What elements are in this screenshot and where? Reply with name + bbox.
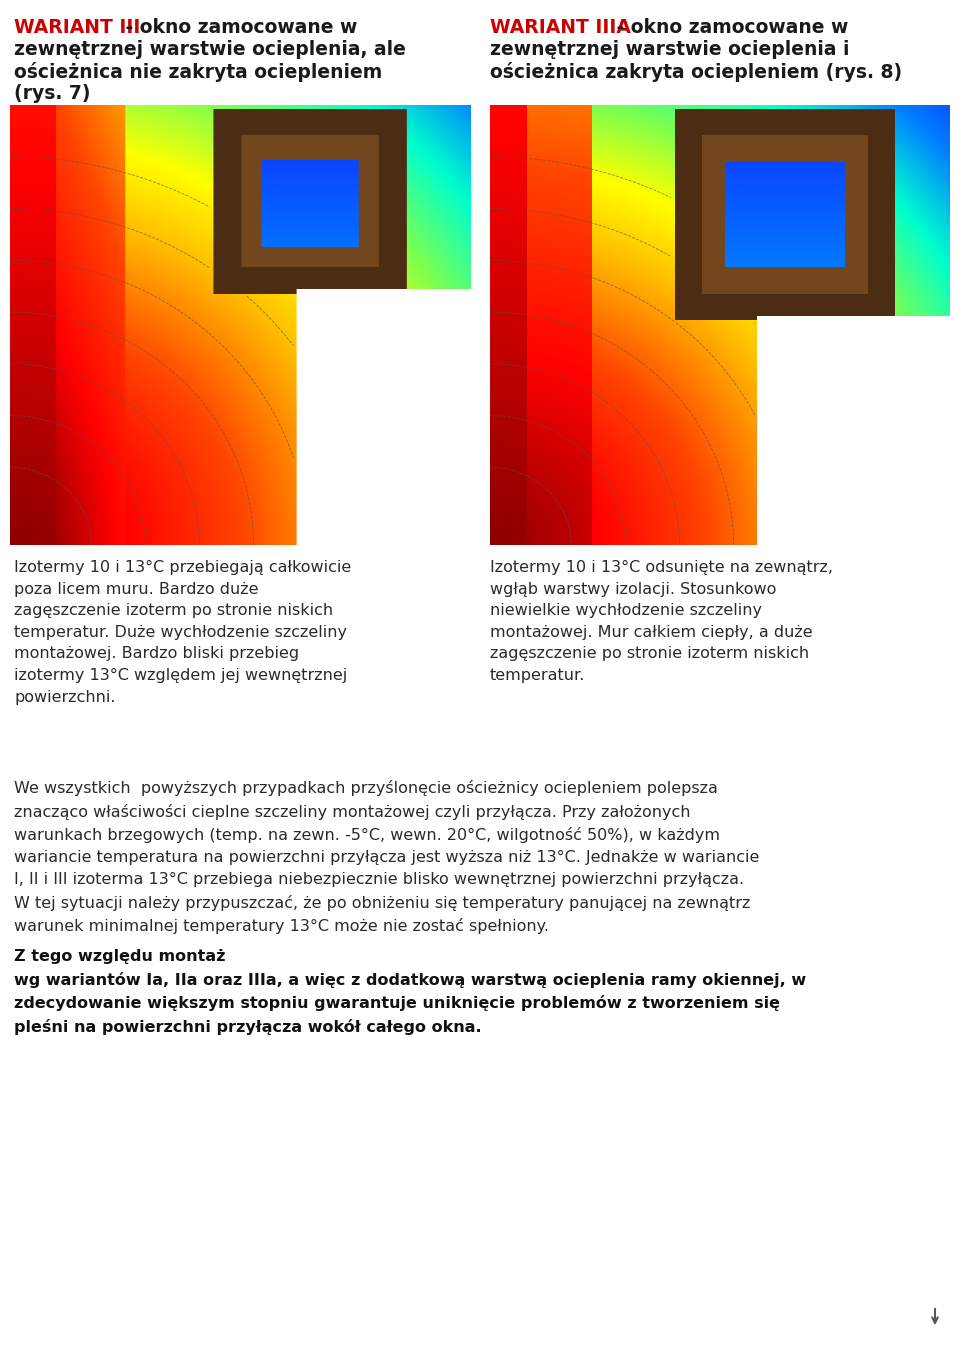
Text: WARIANT IIIA: WARIANT IIIA (490, 18, 631, 36)
Text: - okno zamocowane w: - okno zamocowane w (610, 18, 849, 36)
Text: Izotermy 10 i 13°C odsunięte na zewnątrz,
wgłąb warstwy izolacji. Stosunkowo
nie: Izotermy 10 i 13°C odsunięte na zewnątrz… (490, 559, 833, 683)
Text: We wszystkich  powyższych przypadkach przyślonęcie ościeżnicy ociepleniem poleps: We wszystkich powyższych przypadkach prz… (14, 780, 759, 934)
Text: zewnętrznej warstwie ocieplenia, ale: zewnętrznej warstwie ocieplenia, ale (14, 40, 406, 59)
Text: ościeżnica zakryta ociepleniem (rys. 8): ościeżnica zakryta ociepleniem (rys. 8) (490, 62, 902, 82)
Text: ościeżnica nie zakryta ociepleniem: ościeżnica nie zakryta ociepleniem (14, 62, 382, 82)
Text: (rys. 7): (rys. 7) (14, 84, 90, 102)
Text: WARIANT III: WARIANT III (14, 18, 140, 36)
Text: zewnętrznej warstwie ocieplenia i: zewnętrznej warstwie ocieplenia i (490, 40, 850, 59)
Text: Izotermy 10 i 13°C przebiegają całkowicie
poza licem muru. Bardzo duże
zagęszcze: Izotermy 10 i 13°C przebiegają całkowici… (14, 559, 351, 705)
Text: - okno zamocowane w: - okno zamocowane w (119, 18, 357, 36)
Text: Z tego względu montaż
wg wariantów Ia, IIa oraz IIIa, a więc z dodatkową warstwą: Z tego względu montaż wg wariantów Ia, I… (14, 949, 806, 1035)
